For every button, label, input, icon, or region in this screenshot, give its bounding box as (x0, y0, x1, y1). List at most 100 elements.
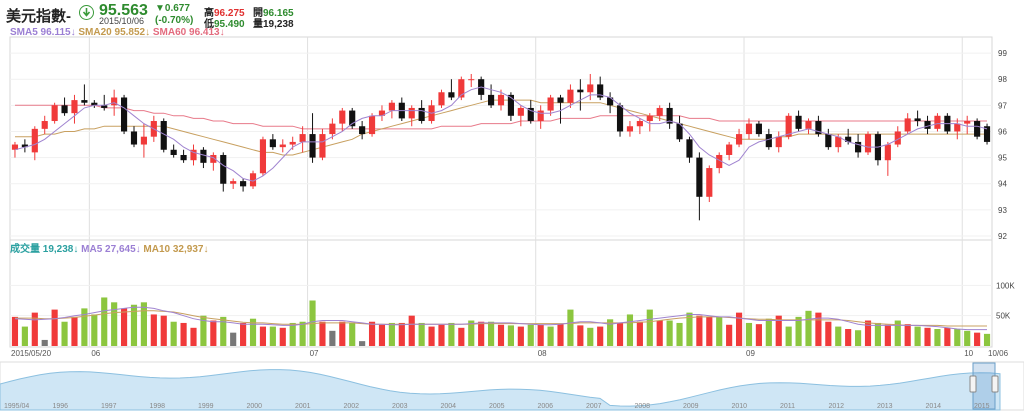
price-y-axis: 99 98 97 96 95 94 93 92 (10, 49, 1007, 241)
candle-body (656, 107, 663, 116)
candle (230, 178, 237, 189)
low-value: 95.490 (214, 19, 245, 30)
candle-body (557, 97, 564, 103)
volume-bar (974, 332, 981, 346)
volume-bar (765, 318, 772, 346)
volume-bar (130, 304, 138, 346)
volume-bar (319, 321, 326, 346)
legend-volume[interactable]: 成交量 19,238↓ (10, 244, 79, 255)
candle-body (835, 136, 842, 148)
volume-label: 量 (253, 19, 263, 30)
candle-body (349, 110, 356, 127)
candle-body (51, 105, 58, 122)
navigator-year-label: 2000 (247, 403, 263, 410)
month-gridlines (88, 37, 963, 347)
navigator-handle-left (969, 375, 977, 393)
volume-bar (686, 312, 693, 346)
volume-bar (279, 327, 286, 346)
volume-bar (289, 322, 296, 346)
volume-bar (755, 324, 762, 346)
candle-body (180, 154, 187, 161)
volume-bar (825, 321, 832, 346)
candle (914, 110, 921, 127)
volume-bar (567, 309, 574, 346)
volume-bar (249, 318, 257, 346)
navigator-year-label: 2015 (974, 403, 990, 410)
candle-body (458, 79, 465, 98)
volume-bar (716, 316, 723, 346)
volume-bar (240, 322, 247, 346)
candle-body (21, 144, 28, 148)
candle-body (547, 97, 554, 111)
candle-body (666, 107, 673, 124)
x-tick-label: 07 (310, 349, 319, 358)
navigator-year-label: 2010 (732, 403, 748, 410)
candle-body (507, 94, 514, 116)
x-tick-label: 10/06 (988, 349, 1009, 358)
volume-bar (884, 324, 891, 346)
candle (924, 115, 931, 135)
volume-bar (616, 322, 624, 346)
legend-vol-ma10[interactable]: MA10 32,937↓ (143, 244, 209, 255)
volume-bar (914, 326, 921, 346)
candle-body (61, 105, 68, 114)
price-tick-label: 95 (998, 154, 1007, 163)
candle (458, 76, 465, 101)
navigator-year-label: 2011 (780, 403, 795, 410)
candle (259, 136, 267, 176)
price-tick-label: 98 (998, 75, 1007, 84)
candle (676, 115, 683, 142)
candle-body (448, 92, 455, 98)
candle (855, 134, 862, 158)
open-value: 96.165 (263, 8, 294, 19)
legend-vol-ma5[interactable]: MA5 27,645↓ (81, 244, 141, 255)
legend-sma20[interactable]: SMA20 95.852↓ (78, 27, 151, 38)
volume-bar (924, 327, 931, 346)
candle (537, 105, 544, 129)
quote-date: 2015/10/06 (99, 16, 145, 26)
candle (894, 126, 901, 148)
candle-body (408, 107, 415, 119)
volume-bar (874, 322, 882, 346)
candle-body (329, 123, 336, 135)
volume-bar (577, 325, 584, 346)
candle-body (735, 134, 743, 145)
volume-bar (855, 330, 862, 346)
candle (180, 149, 187, 163)
candle-body (924, 121, 931, 129)
price-tick-label: 96 (998, 127, 1007, 136)
candle (61, 97, 68, 116)
candle-body (170, 149, 177, 155)
volume-bar (339, 321, 346, 346)
candle (607, 92, 614, 114)
candle (964, 115, 971, 135)
candle-body (616, 105, 624, 132)
candle (160, 118, 167, 153)
volume-bar (160, 315, 167, 346)
candle (220, 152, 227, 192)
volume-bar (428, 326, 435, 346)
candle (874, 131, 882, 166)
volume-bar (21, 326, 28, 346)
volume-bar (210, 320, 217, 346)
candle-body (775, 136, 782, 148)
candle-body (111, 97, 118, 106)
volume-bar (706, 316, 713, 346)
candle (478, 76, 485, 101)
legend-sma5[interactable]: SMA5 96.115↓ (10, 27, 76, 38)
volume-y-axis: 100K 50K (10, 281, 1015, 321)
candle (120, 94, 128, 135)
volume-bar (507, 325, 514, 346)
candle (666, 102, 673, 129)
volume-bar (547, 326, 554, 346)
candle-body (468, 79, 475, 81)
candle (368, 113, 376, 137)
legend-sma60[interactable]: SMA60 96.413↓ (152, 27, 225, 38)
navigator-year-label: 2002 (344, 403, 360, 410)
volume-bar (845, 329, 852, 346)
volume-bar (230, 332, 237, 346)
candle (934, 113, 941, 132)
navigator-year-label: 2001 (295, 403, 311, 410)
volume-bar (200, 315, 207, 346)
candle-body (795, 115, 802, 129)
